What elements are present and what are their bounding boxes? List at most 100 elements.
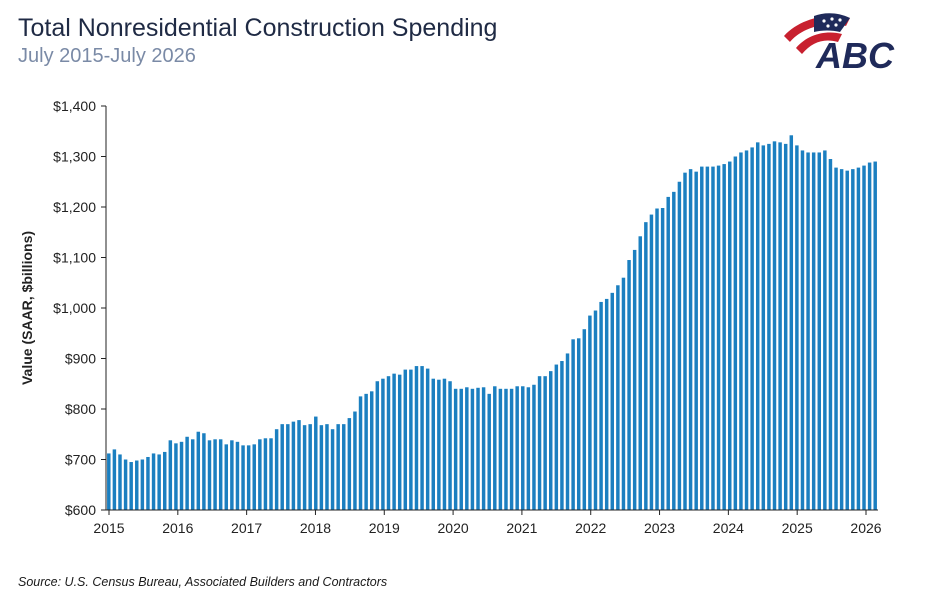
bar [783,143,788,511]
bar [509,388,514,510]
bar [750,147,754,510]
bar [537,376,542,510]
bar [263,438,268,510]
bar [224,444,229,510]
bar [755,142,760,511]
bar [487,393,491,510]
bar [319,425,324,510]
bar [677,181,682,510]
bar [666,196,670,510]
bar [811,152,816,510]
bar [789,135,794,511]
bar [576,338,581,510]
bar [851,169,855,511]
x-tick-label: 2015 [93,520,124,536]
bar [638,236,642,511]
bar [409,369,413,510]
bar [834,167,838,511]
source-note: Source: U.S. Census Bureau, Associated B… [18,575,388,589]
bar [207,440,212,510]
bar [325,424,329,510]
bar [146,456,150,510]
bar [700,166,704,510]
abc-logo: ABC [780,10,896,76]
bar [386,376,391,510]
bar [823,150,827,510]
bar [269,438,273,510]
bar [504,388,508,510]
bar [425,368,430,510]
abc-flag-logo-icon: ABC [784,13,895,76]
bar [728,161,732,511]
bar [375,381,380,510]
bar [353,411,357,510]
bar [274,429,279,510]
x-tick-label: 2020 [438,520,469,536]
bar [744,150,749,510]
bar [711,166,715,510]
x-tick-label: 2026 [850,520,881,536]
bar [286,424,290,510]
y-tick-label: $700 [65,452,96,468]
chart-title: Total Nonresidential Construction Spendi… [18,14,498,42]
y-tick-label: $1,400 [53,98,96,114]
x-tick-label: 2024 [713,520,744,536]
bar [218,439,223,510]
bar [230,440,234,510]
bar [604,298,609,510]
bar [616,285,620,510]
x-tick-label: 2018 [300,520,331,536]
bar [649,214,654,510]
bar [498,388,503,510]
y-tick-label: $1,100 [53,250,96,266]
bar [241,445,245,510]
bar [437,379,441,510]
bar [314,416,318,510]
bar [621,277,626,510]
bar [660,208,665,510]
bar [297,420,301,510]
bar [470,388,475,510]
bar [716,165,721,510]
bar [397,374,402,510]
bar [246,445,251,510]
bar [168,440,173,510]
bar [683,172,687,510]
bar [129,462,133,510]
bar [140,459,145,510]
bar [800,150,805,510]
bar [571,339,575,510]
bar [448,381,452,510]
bar [481,387,486,510]
bar [599,301,603,510]
bar [459,388,463,510]
bar [582,329,587,510]
x-tick-label: 2017 [231,520,262,536]
bar [733,156,738,510]
bar [493,386,497,510]
bar [342,424,346,510]
bar [151,453,156,510]
y-tick-label: $600 [65,502,96,518]
bar [196,431,201,510]
bar [431,378,435,510]
bar [163,451,167,510]
bar [549,371,553,511]
y-tick-label: $800 [65,401,96,417]
bar [845,170,849,510]
bar [235,441,240,510]
bar [772,141,777,510]
bar [403,369,408,510]
x-tick-label: 2025 [782,520,813,536]
bar-series [107,135,877,511]
x-tick-label: 2016 [162,520,193,536]
bar [862,165,866,510]
bar [179,441,184,510]
y-axis-label: Value (SAAR, $billions) [19,231,35,385]
bar [330,429,335,510]
bar [118,454,122,510]
bar [632,249,637,511]
bar [526,387,531,510]
bar [185,436,189,510]
